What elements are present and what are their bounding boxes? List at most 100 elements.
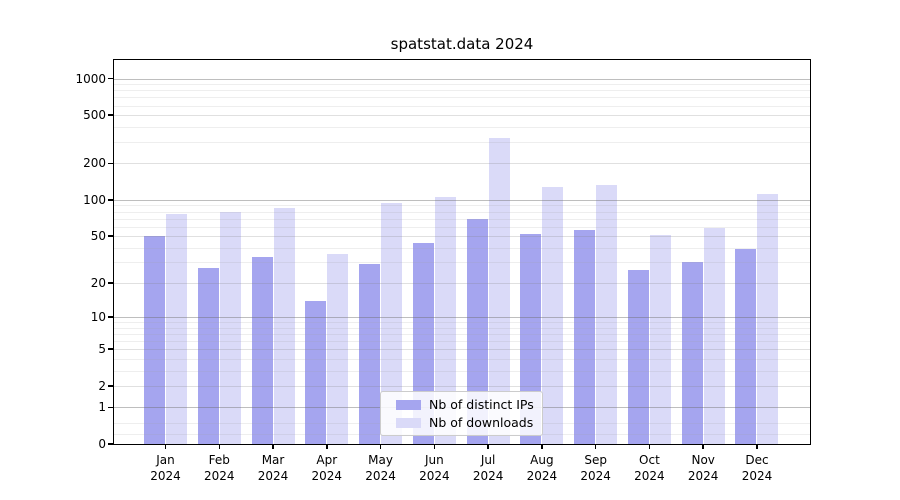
bar-distinct-ips-jan: [144, 236, 165, 444]
y-tick-mark: [107, 385, 114, 387]
gridline-minor: [114, 333, 810, 335]
gridline-minor: [114, 142, 810, 144]
x-tick-year: 2024: [472, 469, 504, 483]
x-tick-label-mar: Mar 2024: [241, 452, 305, 484]
gridline-minor: [114, 218, 810, 220]
y-tick-label: 1: [98, 400, 106, 415]
y-tick-mark: [107, 348, 114, 350]
gridline-mid: [114, 115, 810, 117]
gridline-minor: [114, 341, 810, 343]
gridline-minor: [114, 90, 810, 92]
chart-title: spatstat.data 2024: [390, 35, 534, 53]
bar-downloads-jul: [488, 138, 510, 444]
legend-swatch-downloads: [396, 417, 421, 428]
legend-label-downloads: Nb of downloads: [429, 415, 534, 430]
y-tick-mark: [107, 443, 114, 445]
y-tick-label: 200: [83, 156, 106, 171]
gridline-minor: [114, 226, 810, 228]
gridline-minor: [114, 105, 810, 107]
bar-downloads-feb: [219, 211, 241, 444]
x-tick-label-feb: Feb 2024: [187, 452, 251, 484]
x-tick-label-jun: Jun 2024: [402, 452, 466, 484]
x-tick-mark: [164, 444, 167, 449]
bar-downloads-dec: [757, 194, 779, 444]
x-tick-year: 2024: [526, 469, 558, 483]
y-tick-mark: [107, 316, 114, 318]
x-tick-year: 2024: [311, 469, 343, 483]
y-tick-label: 10: [90, 310, 106, 325]
x-tick-label-aug: Aug 2024: [510, 452, 574, 484]
bar-distinct-ips-nov: [681, 262, 703, 444]
x-tick-month: Jan: [156, 453, 175, 467]
y-tick-mark: [107, 282, 114, 284]
x-tick-label-dec: Dec 2024: [725, 452, 789, 484]
y-tick-mark: [107, 114, 114, 116]
x-tick-month: Mar: [261, 453, 285, 467]
x-tick-year: 2024: [741, 469, 773, 483]
x-tick-year: 2024: [419, 469, 450, 483]
y-tick-label: 0: [98, 437, 106, 451]
gridline-minor: [114, 322, 810, 324]
y-tick-mark: [107, 199, 114, 201]
x-tick-year: 2024: [634, 469, 665, 483]
x-tick-year: 2024: [365, 469, 396, 483]
x-tick-year: 2024: [257, 469, 289, 483]
x-tick-label-nov: Nov 2024: [671, 452, 735, 484]
bar-downloads-nov: [703, 228, 725, 444]
x-tick-month: Feb: [208, 453, 230, 467]
bar-downloads-may: [381, 203, 403, 444]
x-tick-label-sep: Sep 2024: [564, 452, 628, 484]
bar-distinct-ips-dec: [735, 248, 757, 444]
gridline-minor: [114, 370, 810, 372]
legend-label-distinct-ips: Nb of distinct IPs: [429, 397, 534, 412]
y-tick-mark: [107, 77, 114, 80]
y-tick-label: 1000: [75, 71, 106, 86]
x-tick-label-jan: Jan 2024: [134, 452, 198, 484]
bar-downloads-oct: [649, 234, 671, 444]
x-tick-mark: [487, 444, 489, 449]
gridline-major: [114, 199, 810, 201]
bar-distinct-ips-apr: [305, 300, 327, 444]
gridline-major: [114, 317, 810, 319]
gridline-minor: [114, 84, 810, 86]
gridline-minor: [114, 327, 810, 329]
y-tick-label: 2: [98, 378, 106, 393]
bar-distinct-ips-sep: [574, 230, 596, 444]
bar-downloads-jan: [166, 214, 187, 444]
bar-distinct-ips-oct: [627, 269, 649, 444]
x-tick-label-may: May 2024: [349, 452, 413, 484]
y-tick-mark: [107, 162, 114, 165]
y-tick-label: 500: [83, 108, 106, 123]
y-tick-label: 100: [83, 192, 106, 207]
gridline-minor: [114, 211, 810, 213]
gridline-minor: [114, 205, 810, 207]
x-tick-mark: [379, 444, 382, 449]
x-tick-month: Oct: [639, 453, 660, 467]
bar-distinct-ips-may: [359, 264, 381, 444]
x-tick-month: Jun: [424, 453, 444, 467]
gridline-mid: [114, 349, 810, 351]
y-tick-label: 20: [90, 275, 106, 290]
gridline-minor: [114, 358, 810, 360]
bar-distinct-ips-feb: [197, 267, 219, 444]
bar-downloads-mar: [273, 208, 295, 444]
x-tick-mark: [433, 444, 436, 449]
legend-item-downloads: Nb of downloads: [396, 415, 542, 430]
x-tick-label-oct: Oct 2024: [617, 452, 681, 484]
bar-distinct-ips-jul: [466, 219, 488, 444]
x-tick-label-apr: Apr 2024: [295, 452, 359, 484]
x-tick-month: Sep: [584, 453, 607, 467]
y-tick-label: 5: [98, 342, 106, 357]
gridline-minor: [114, 262, 810, 264]
x-tick-mark: [648, 444, 651, 449]
gridline-major: [114, 78, 810, 80]
x-tick-year: 2024: [687, 469, 719, 483]
x-tick-mark: [702, 444, 704, 449]
y-tick-label: 50: [90, 229, 106, 243]
bar-downloads-apr: [327, 254, 349, 444]
gridline-mid: [114, 163, 810, 165]
x-tick-year: 2024: [580, 469, 611, 483]
gridline-mid: [114, 385, 810, 387]
x-tick-year: 2024: [203, 469, 235, 483]
